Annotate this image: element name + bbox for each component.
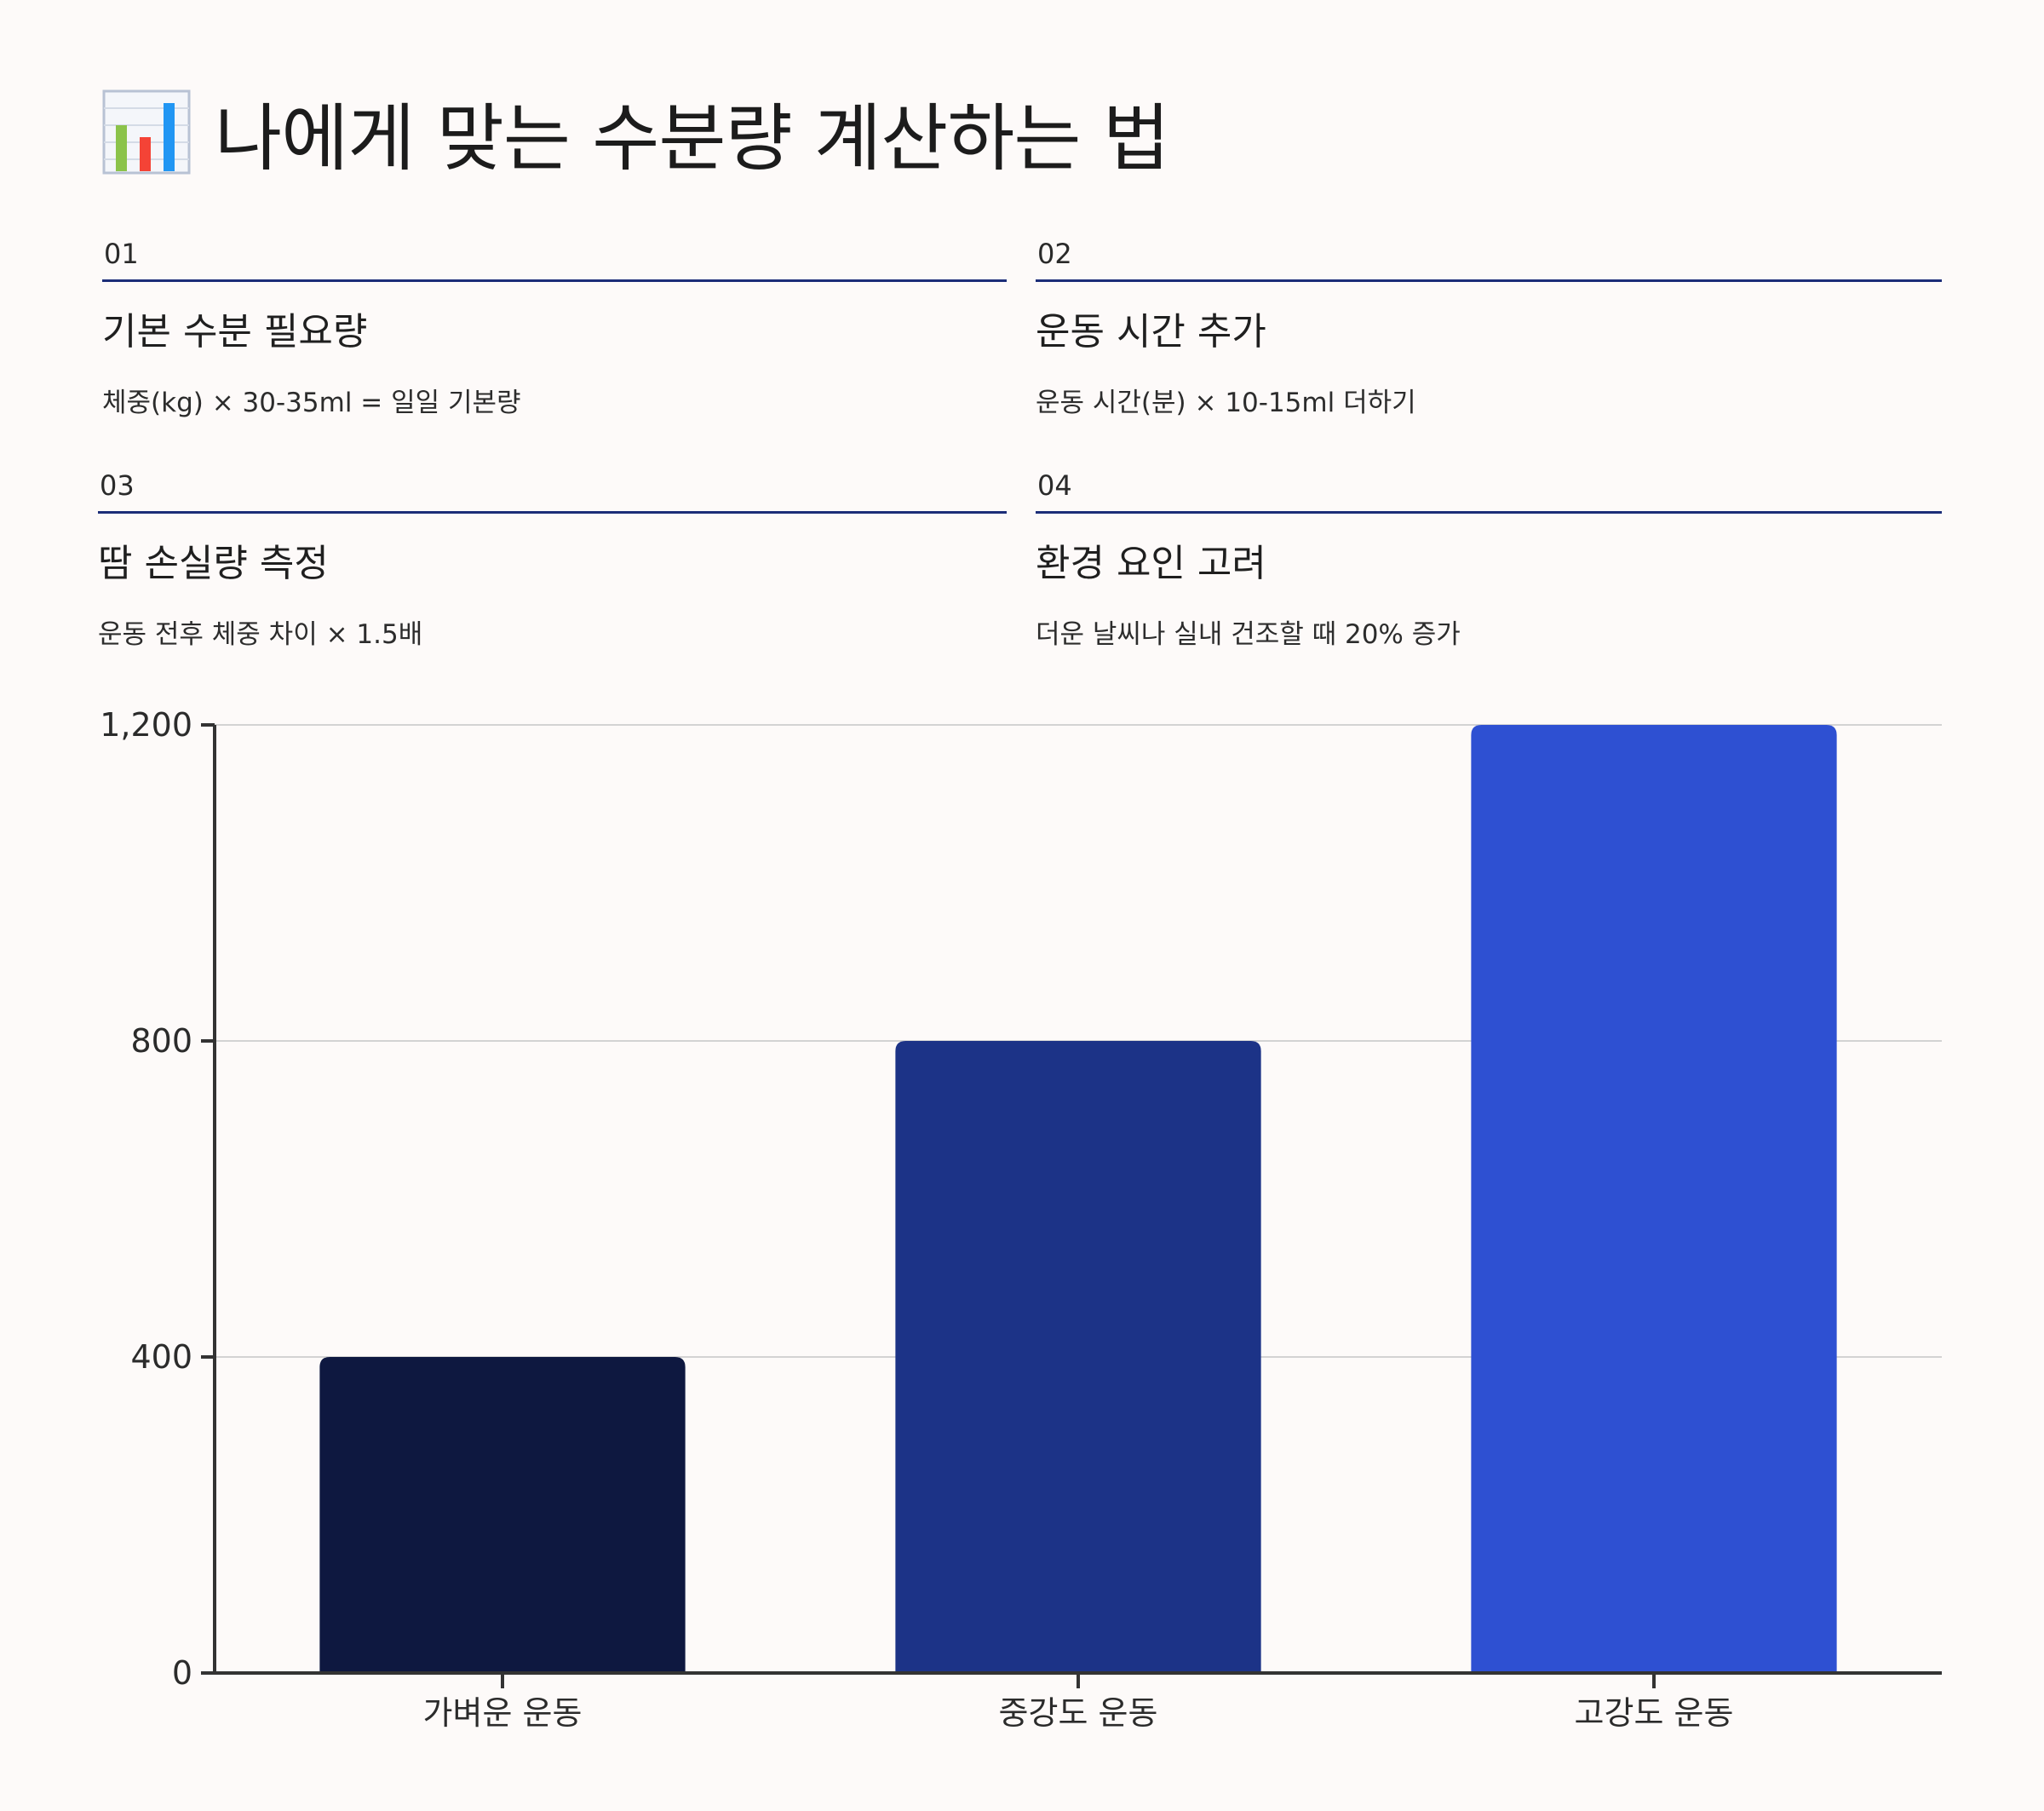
y-tick-label: 400 (130, 1338, 192, 1376)
step-description: 더운 날씨나 실내 건조할 때 20% 증가 (1036, 619, 1461, 650)
step-card-2: 02 운동 시간 추가 운동 시간(분) × 10-15ml 더하기 (1036, 235, 1942, 419)
step-number: 02 (1037, 238, 1072, 270)
step-card-3: 03 땀 손실량 측정 운동 전후 체중 차이 × 1.5배 (98, 467, 1007, 651)
bar (1471, 725, 1837, 1673)
step-description: 운동 전후 체중 차이 × 1.5배 (98, 619, 423, 650)
page-title-text: 나에게 맞는 수분량 계산하는 법 (215, 96, 1170, 181)
step-divider (1036, 511, 1942, 514)
bar-chart-icon (102, 89, 191, 174)
bar (895, 1041, 1261, 1673)
step-divider (98, 511, 1007, 514)
step-heading: 기본 수분 필요량 (102, 310, 368, 354)
x-category-label: 가벼운 운동 (423, 1694, 583, 1732)
page-title: 나에게 맞는 수분량 계산하는 법 (102, 78, 1170, 185)
step-number: 04 (1037, 469, 1072, 502)
step-number: 01 (104, 238, 139, 270)
x-category-label: 고강도 운동 (1575, 1694, 1734, 1732)
bar (319, 1357, 686, 1673)
step-card-1: 01 기본 수분 필요량 체중(kg) × 30-35ml = 일일 기본량 (102, 235, 1007, 419)
y-tick-label: 0 (172, 1654, 192, 1692)
step-heading: 운동 시간 추가 (1036, 310, 1266, 354)
step-heading: 환경 요인 고려 (1036, 542, 1266, 585)
step-divider (102, 279, 1007, 282)
step-divider (1036, 279, 1942, 282)
step-description: 체중(kg) × 30-35ml = 일일 기본량 (102, 388, 521, 418)
step-description: 운동 시간(분) × 10-15ml 더하기 (1036, 388, 1416, 418)
y-tick-label: 800 (130, 1022, 192, 1060)
step-number: 03 (100, 469, 135, 502)
step-heading: 땀 손실량 측정 (98, 542, 329, 585)
x-category-label: 중강도 운동 (999, 1694, 1158, 1732)
y-tick-label: 1,200 (100, 706, 192, 744)
step-card-4: 04 환경 요인 고려 더운 날씨나 실내 건조할 때 20% 증가 (1036, 467, 1942, 651)
